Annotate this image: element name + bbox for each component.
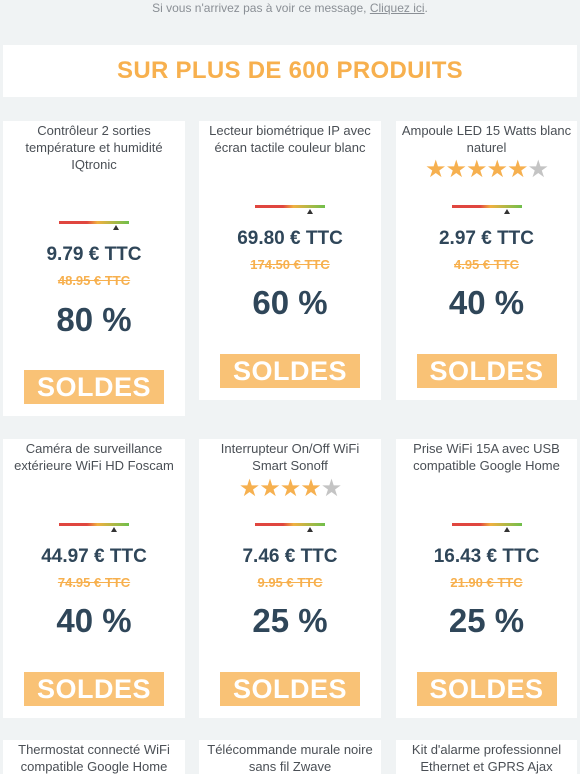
product-card[interactable]: Kit d'alarme professionnel Ethernet et G… [396,740,577,774]
notice-text: Si vous n'arrivez pas à voir ce message, [152,1,370,15]
product-old-price: 48.95 € TTC [57,273,131,288]
product-discount: 80 % [56,301,132,338]
product-discount: 40 % [56,602,132,639]
star-icon: ★ [300,475,321,502]
product-card[interactable]: Ampoule LED 15 Watts blanc naturel ★★★★★… [396,121,577,400]
price-gauge [59,523,129,532]
product-name[interactable]: Thermostat connecté WiFi compatible Goog… [18,742,170,774]
product-price: 16.43 € TTC [433,546,540,567]
star-icon: ★ [259,475,280,502]
product-card[interactable]: Contrôleur 2 sorties température et humi… [3,121,185,416]
star-empty-icon: ★ [320,475,342,502]
product-price: 9.79 € TTC [46,244,142,265]
star-icon: ★ [465,156,487,183]
product-card[interactable]: Interrupteur On/Off WiFi Smart Sonoff ★★… [199,439,381,718]
sale-button[interactable]: SOLDES [416,354,557,388]
product-price: 7.46 € TTC [242,546,338,567]
product-name[interactable]: Télécommande murale noire sans fil Zwave [207,742,373,774]
price-gauge [255,205,325,214]
product-old-price: 21.90 € TTC [450,575,523,590]
view-in-browser-notice: Si vous n'arrivez pas à voir ce message,… [0,0,580,18]
product-old-price: 4.95 € TTC [453,257,520,272]
banner-title: SUR PLUS DE 600 PRODUITS [117,57,463,84]
click-here-link[interactable]: Cliquez ici [369,1,425,15]
sale-button[interactable]: SOLDES [24,370,164,404]
product-name[interactable]: Ampoule LED 15 Watts blanc naturel [401,123,572,155]
product-name[interactable]: Prise WiFi 15A avec USB compatible Googl… [413,441,560,473]
star-icon: ★ [507,156,528,183]
star-icon: ★ [445,156,466,183]
sale-button[interactable]: SOLDES [416,672,557,706]
product-price: 69.80 € TTC [237,228,343,249]
product-discount: 25 % [448,602,525,639]
price-gauge [59,221,129,230]
price-gauge [255,523,325,532]
star-empty-icon: ★ [527,156,549,183]
promo-banner: SUR PLUS DE 600 PRODUITS [3,45,577,97]
product-name[interactable]: Caméra de surveillance extérieure WiFi H… [14,441,174,473]
star-icon: ★ [486,156,508,183]
product-old-price: 74.95 € TTC [57,575,131,590]
product-discount: 40 % [448,284,525,321]
product-old-price: 174.50 € TTC [250,257,330,272]
sale-button[interactable]: SOLDES [220,672,360,706]
sale-button[interactable]: SOLDES [24,672,164,706]
product-name[interactable]: Kit d'alarme professionnel Ethernet et G… [411,742,562,774]
product-price: 2.97 € TTC [438,228,535,249]
product-card[interactable]: Télécommande murale noire sans fil Zwave [199,740,381,774]
rating-stars: ★★★★★ [199,477,381,501]
price-gauge [451,205,522,214]
product-card[interactable]: Thermostat connecté WiFi compatible Goog… [3,740,185,774]
product-price: 44.97 € TTC [41,546,147,567]
sale-button[interactable]: SOLDES [220,354,360,388]
product-discount: 60 % [252,284,328,321]
price-gauge [451,523,522,532]
star-icon: ★ [279,475,301,502]
product-card[interactable]: Prise WiFi 15A avec USB compatible Googl… [396,439,577,718]
rating-stars: ★★★★★★ [396,158,577,182]
star-icon: ★ [424,156,446,183]
product-name[interactable]: Lecteur biométrique IP avec écran tactil… [209,123,371,155]
product-name[interactable]: Interrupteur On/Off WiFi Smart Sonoff [220,441,360,473]
star-icon: ★ [238,475,260,502]
product-discount: 25 % [252,602,328,639]
product-old-price: 9.95 € TTC [257,575,323,590]
product-card[interactable]: Lecteur biométrique IP avec écran tactil… [199,121,381,400]
product-name[interactable]: Contrôleur 2 sorties température et humi… [25,123,163,172]
product-card[interactable]: Caméra de surveillance extérieure WiFi H… [3,439,185,718]
notice-suffix: . [424,1,428,15]
